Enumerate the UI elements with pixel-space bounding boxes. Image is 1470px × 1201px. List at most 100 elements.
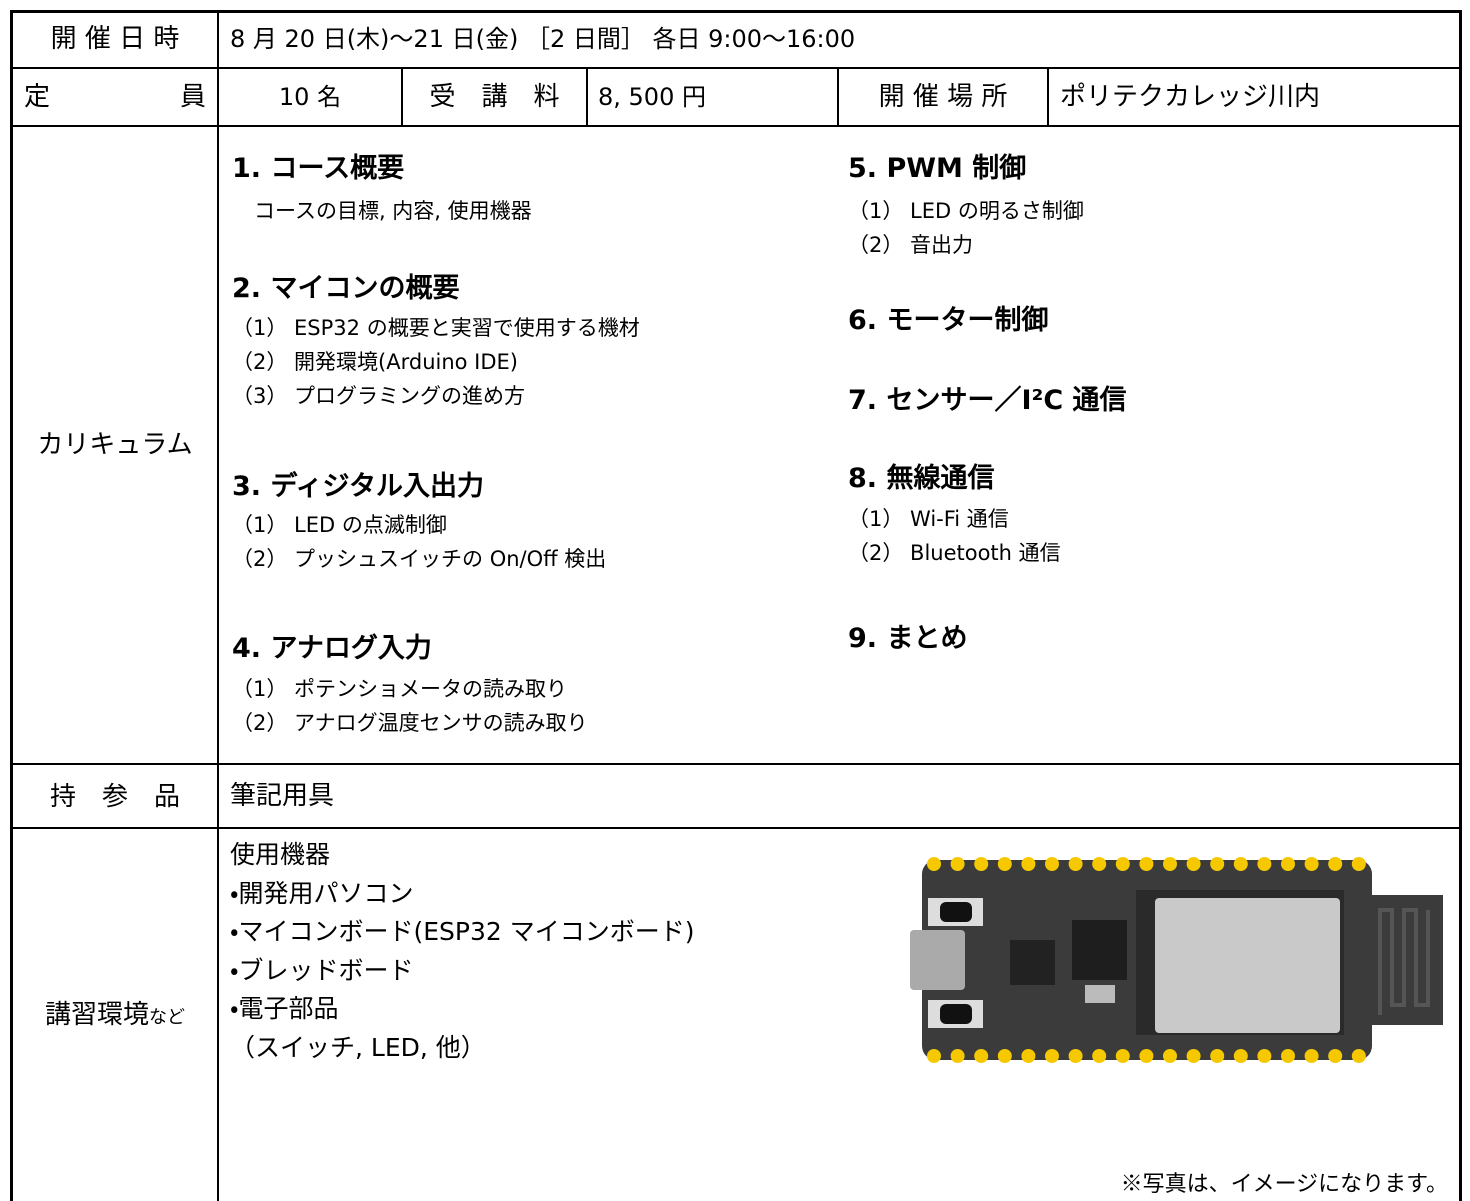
- section-item: （2） アナログ温度センサの読み取り: [232, 711, 588, 735]
- pin: [1139, 1049, 1154, 1063]
- chip: [1010, 940, 1055, 985]
- section-item: （2） 音出力: [848, 233, 974, 257]
- pin: [1186, 1049, 1201, 1063]
- pin: [1257, 1049, 1272, 1063]
- note: ※写真は、イメージになります。: [1120, 1172, 1448, 1197]
- button-cap: [940, 1004, 972, 1024]
- section-item: （1） LED の明るさ制御: [848, 199, 1084, 223]
- value: 筆記用具: [230, 781, 335, 811]
- pin: [950, 857, 965, 871]
- pin: [1045, 1049, 1059, 1063]
- module-shield: [1155, 898, 1340, 1033]
- section-item: （1） Wi-Fi 通信: [848, 507, 1009, 531]
- pin: [927, 857, 941, 871]
- section-heading: 3. ディジタル入出力: [232, 471, 485, 502]
- section-item: （3） プログラミングの進め方: [232, 384, 526, 408]
- pin: [1163, 857, 1177, 871]
- label: 講習環境など: [13, 1000, 217, 1033]
- border: [10, 10, 13, 1201]
- regulator: [1072, 920, 1127, 980]
- pin: [1045, 857, 1059, 871]
- section-heading: 1. コース概要: [232, 153, 405, 184]
- pin: [1281, 1049, 1295, 1063]
- pin: [1281, 857, 1295, 871]
- label: 開 催 場 所: [878, 82, 1008, 112]
- pin: [1328, 857, 1343, 871]
- pin: [1068, 1049, 1083, 1063]
- pin: [1257, 857, 1272, 871]
- section-item: （1） ESP32 の概要と実習で使用する機材: [232, 316, 640, 340]
- label-main: 講習環境: [44, 1000, 149, 1030]
- regulator-tab: [1085, 985, 1115, 1003]
- label-suffix: など: [149, 1007, 185, 1028]
- usb-port: [910, 930, 965, 990]
- pin: [1210, 857, 1225, 871]
- pin: [1328, 1049, 1343, 1063]
- pin: [1210, 1049, 1225, 1063]
- section-heading: 5. PWM 制御: [848, 153, 1027, 184]
- environment-line: 使用機器: [230, 840, 331, 869]
- environment-line: ・ブレッドボード: [230, 955, 414, 985]
- pin: [997, 1049, 1012, 1063]
- pin: [1092, 857, 1107, 871]
- section-heading: 4. アナログ入力: [232, 633, 432, 664]
- environment-line: （スイッチ, LED, 他）: [230, 1032, 486, 1062]
- pin: [1163, 1049, 1177, 1063]
- pin: [974, 1049, 989, 1063]
- section-heading: 8. 無線通信: [848, 463, 995, 494]
- board-photo: [910, 857, 1443, 1063]
- value: 8, 500 円: [598, 83, 706, 111]
- section-heading: 6. モーター制御: [848, 305, 1049, 336]
- section-item: （1） ポテンショメータの読み取り: [232, 677, 568, 701]
- section-heading: 2. マイコンの概要: [232, 273, 460, 304]
- pin: [1021, 857, 1036, 871]
- border: [10, 827, 1462, 829]
- pin: [1021, 1049, 1036, 1063]
- border: [586, 67, 588, 127]
- pins: [927, 857, 1366, 1063]
- pin: [1304, 857, 1319, 871]
- label: 開 催 日 時: [50, 24, 180, 54]
- label: カリキュラム: [37, 430, 193, 460]
- pin: [1115, 1049, 1130, 1063]
- pin: [1139, 857, 1154, 871]
- pin: [1351, 1049, 1366, 1063]
- antenna: [1378, 908, 1430, 1015]
- label: 定 員: [23, 82, 206, 112]
- pin: [950, 1049, 965, 1063]
- environment-line: ・電子部品: [230, 994, 339, 1023]
- section-heading: 9. まとめ: [848, 623, 968, 654]
- border: [10, 10, 1462, 13]
- value: 8 月 20 日(木)～21 日(金) ［2 日間］ 各日 9:00～16:00: [230, 25, 856, 53]
- border: [10, 763, 1462, 765]
- section-item: （2） Bluetooth 通信: [848, 541, 1061, 565]
- pin: [927, 1049, 941, 1063]
- label: 持 参 品: [49, 782, 180, 812]
- pin: [1186, 857, 1201, 871]
- border: [1459, 10, 1462, 1201]
- border: [837, 67, 839, 127]
- border: [1047, 67, 1049, 127]
- pin: [1115, 857, 1130, 871]
- pin: [1092, 1049, 1107, 1063]
- button-cap: [940, 902, 972, 922]
- pin: [974, 857, 989, 871]
- section-item: （2） 開発環境(Arduino IDE): [232, 350, 518, 374]
- section-item: コースの目標, 内容, 使用機器: [254, 199, 532, 223]
- pin: [1068, 857, 1083, 871]
- section-item: （1） LED の点滅制御: [232, 513, 447, 537]
- border: [217, 10, 219, 1201]
- environment-line: ・開発用パソコン: [230, 878, 414, 908]
- pin: [1233, 857, 1248, 871]
- value: ポリテクカレッジ川内: [1060, 82, 1321, 112]
- section-heading: 7. センサー／I²C 通信: [848, 385, 1127, 416]
- value: 10 名: [278, 83, 342, 111]
- pin: [1351, 857, 1366, 871]
- pin: [997, 857, 1012, 871]
- section-item: （2） プッシュスイッチの On/Off 検出: [232, 547, 607, 571]
- border: [10, 125, 1462, 127]
- pin: [1233, 1049, 1248, 1063]
- border: [10, 67, 1462, 69]
- border: [401, 67, 403, 127]
